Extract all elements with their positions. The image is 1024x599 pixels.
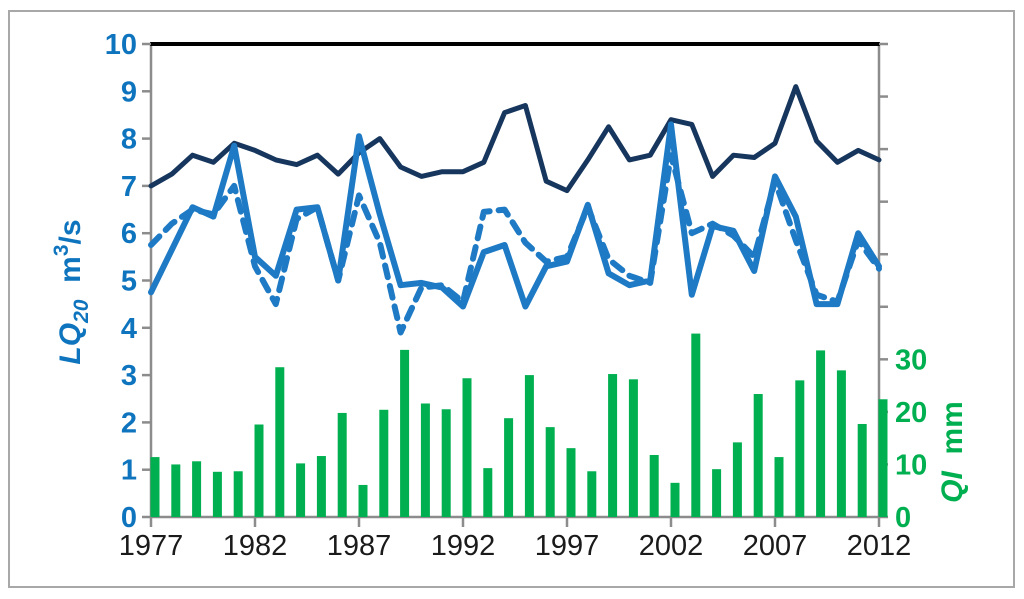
bar-1985: [316, 456, 326, 517]
right-tick-label: 30: [895, 344, 927, 376]
bar-2010: [836, 370, 846, 517]
x-tick-label: 1982: [223, 530, 288, 562]
blue-dashed-line: [148, 152, 882, 336]
bar-1994: [504, 418, 514, 517]
left-tick-label: 8: [121, 124, 137, 156]
bar-1978: [171, 464, 181, 517]
left-tick-label: 3: [121, 360, 137, 392]
x-tick-label: 1997: [535, 530, 600, 562]
x-tick-label: 1977: [119, 530, 184, 562]
bar-2007: [774, 457, 784, 517]
bar-1988: [379, 409, 389, 517]
left-tick-label: 6: [121, 218, 137, 250]
x-tick-label: 2002: [639, 530, 704, 562]
bar-1995: [524, 375, 534, 517]
bar-1979: [192, 461, 202, 517]
bar-1989: [400, 349, 410, 517]
left-tick-label: 0: [121, 502, 137, 534]
bar-1984: [296, 463, 306, 517]
right-axis-title: QI mm: [936, 401, 969, 503]
left-tick-label: 9: [121, 76, 137, 108]
blue-solid-line: [148, 121, 882, 310]
bar-2011: [857, 423, 867, 517]
bar-1987: [358, 484, 368, 517]
bar-1983: [275, 367, 285, 517]
bar-1992: [462, 378, 472, 517]
bar-2005: [732, 442, 742, 517]
x-tick-label: 2007: [743, 530, 808, 562]
bar-2009: [816, 350, 826, 517]
bar-2003: [691, 333, 701, 517]
left-tick-label: 7: [121, 171, 137, 203]
bar-2008: [795, 380, 805, 517]
x-tick-label: 1987: [327, 530, 392, 562]
bar-1999: [608, 374, 618, 517]
bar-1993: [483, 468, 493, 517]
x-tick-label: 2012: [847, 530, 912, 562]
bar-1977: [150, 457, 160, 517]
left-tick-label: 10: [105, 29, 137, 61]
left-tick-label: 2: [121, 407, 137, 439]
bar-1991: [441, 409, 451, 517]
left-axis-title: LQ20 m3/s: [50, 219, 93, 364]
bar-1981: [233, 471, 243, 517]
bar-2006: [753, 394, 763, 517]
bar-1986: [337, 412, 347, 517]
bar-1997: [566, 448, 576, 517]
bar-1980: [212, 471, 222, 517]
right-tick-label: 0: [895, 502, 911, 534]
bar-2012: [878, 399, 888, 517]
bar-2002: [670, 482, 680, 517]
left-tick-label: 1: [121, 455, 137, 487]
bar-1998: [587, 471, 597, 517]
bar-2000: [628, 379, 638, 517]
bar-1996: [545, 427, 555, 517]
left-tick-label: 5: [121, 266, 137, 298]
right-tick-label: 20: [895, 397, 927, 429]
bar-2001: [649, 454, 659, 517]
bar-1990: [420, 403, 430, 517]
right-tick-label: 10: [895, 449, 927, 481]
x-tick-label: 1992: [431, 530, 496, 562]
dark-navy-line: [148, 84, 882, 194]
bar-2004: [712, 469, 722, 517]
bar-1982: [254, 424, 264, 517]
left-tick-label: 4: [121, 313, 137, 345]
